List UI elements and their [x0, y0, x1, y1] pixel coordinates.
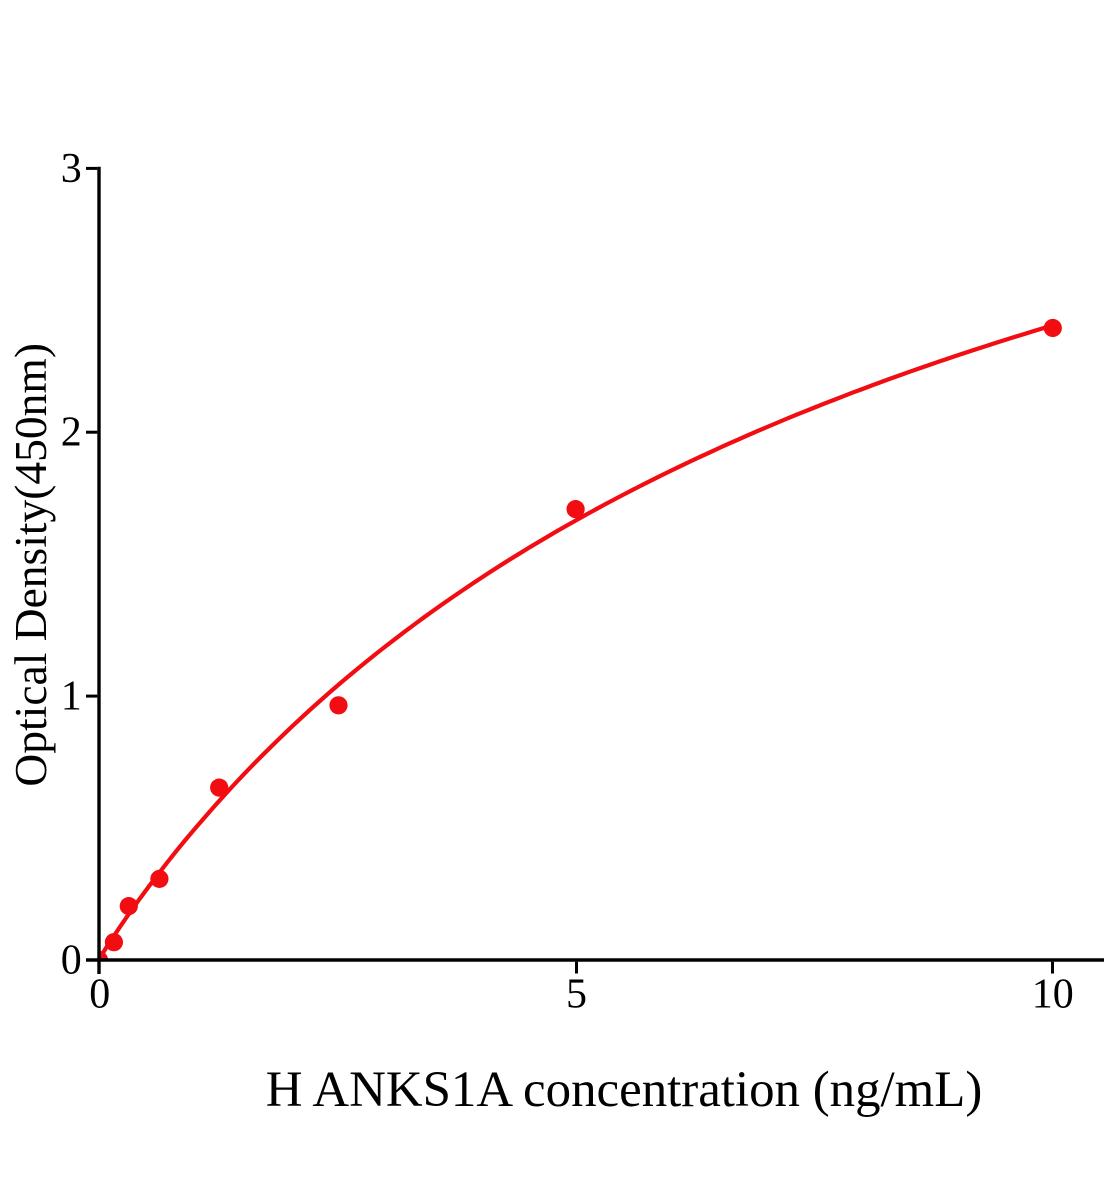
svg-text:5: 5 — [566, 972, 587, 1018]
svg-text:Optical Density(450nm): Optical Density(450nm) — [5, 343, 56, 787]
svg-text:10: 10 — [1032, 972, 1074, 1018]
svg-text:0: 0 — [61, 937, 82, 983]
svg-text:H ANKS1A concentration (ng/mL): H ANKS1A concentration (ng/mL) — [266, 1062, 983, 1118]
svg-text:2: 2 — [61, 410, 82, 456]
svg-text:3: 3 — [61, 146, 82, 192]
svg-text:1: 1 — [61, 674, 82, 720]
svg-text:0: 0 — [89, 972, 110, 1018]
